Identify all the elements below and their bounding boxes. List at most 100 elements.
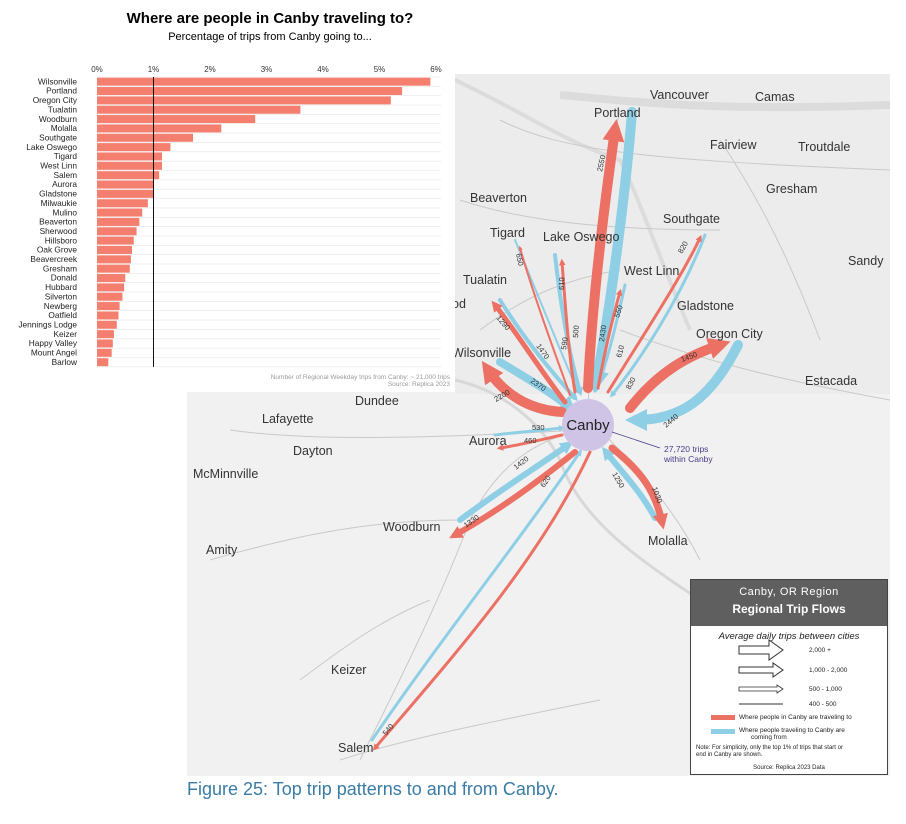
bar bbox=[97, 77, 431, 86]
place-label: Wilsonville bbox=[452, 346, 511, 360]
bar bbox=[97, 320, 117, 329]
bar bbox=[97, 255, 131, 264]
within-trips-label: within Canby bbox=[663, 454, 713, 464]
bar bbox=[97, 330, 114, 339]
flow-to-woodburn bbox=[449, 449, 578, 539]
flow-to-molalla bbox=[608, 444, 668, 530]
flow-to-southgate bbox=[606, 235, 702, 394]
bar bbox=[97, 264, 130, 273]
flow-from-lake-oswego bbox=[553, 253, 584, 397]
category-label: Newberg bbox=[44, 301, 78, 311]
legend-header: Canby, OR Region Regional Trip Flows bbox=[691, 580, 887, 626]
place-label: Tualatin bbox=[463, 273, 507, 287]
flow-value: 590 bbox=[559, 337, 570, 351]
legend-size-label: 400 - 500 bbox=[809, 701, 837, 708]
place-labels: Vancouver Camas Portland Fairview Troutd… bbox=[193, 88, 884, 755]
flow-from-woodburn bbox=[457, 441, 574, 523]
bar bbox=[97, 124, 222, 133]
legend-source: Source: Replica 2023 Data bbox=[753, 765, 825, 771]
x-tick-label: 3% bbox=[261, 65, 273, 74]
category-label: Milwaukie bbox=[41, 198, 78, 208]
category-label: Southgate bbox=[39, 132, 77, 142]
category-label: Mulino bbox=[53, 207, 78, 217]
map-legend: Canby, OR Region Regional Trip Flows Ave… bbox=[690, 579, 888, 775]
category-label: Aurora bbox=[52, 179, 77, 189]
legend-swatch-from bbox=[711, 729, 735, 734]
chart-subtitle: Percentage of trips from Canby going to.… bbox=[168, 31, 372, 43]
outbound-flows bbox=[372, 119, 731, 751]
category-label: Mount Angel bbox=[31, 348, 77, 358]
place-label: Estacada bbox=[805, 374, 857, 388]
legend-size-label: 500 - 1,000 bbox=[809, 686, 842, 693]
category-label: Portland bbox=[46, 86, 77, 96]
place-label: West Linn bbox=[624, 264, 679, 278]
bar bbox=[97, 87, 403, 96]
category-label: Hillsboro bbox=[45, 235, 78, 245]
flow-value: 610 bbox=[557, 277, 566, 290]
bar bbox=[97, 217, 140, 226]
category-label: Happy Valley bbox=[29, 338, 78, 348]
chart-title: Where are people in Canby traveling to? bbox=[126, 10, 414, 27]
place-label: Fairview bbox=[710, 138, 758, 152]
legend-from-line: coming from bbox=[751, 734, 787, 741]
flow-value: 610 bbox=[614, 344, 626, 358]
flow-from-southgate bbox=[609, 233, 707, 398]
canby-label: Canby bbox=[566, 417, 610, 434]
legend-size-label: 2,000 + bbox=[809, 647, 831, 654]
bar bbox=[97, 227, 137, 236]
bar bbox=[97, 245, 133, 254]
place-label: Salem bbox=[338, 741, 373, 755]
bar bbox=[97, 311, 119, 320]
flow-to-portland bbox=[583, 119, 625, 393]
place-label: Troutdale bbox=[798, 140, 850, 154]
flow-value: 500 bbox=[571, 325, 581, 338]
category-label: Keizer bbox=[53, 329, 77, 339]
bar bbox=[97, 274, 126, 283]
place-label: Dayton bbox=[293, 444, 333, 458]
canby-node bbox=[562, 399, 614, 451]
category-label: Oak Grove bbox=[37, 245, 78, 255]
x-tick-label: 5% bbox=[374, 65, 386, 74]
bar bbox=[97, 358, 109, 367]
bar bbox=[97, 115, 256, 124]
bar bbox=[97, 161, 162, 170]
flow-to-lake-oswego bbox=[558, 258, 577, 394]
category-label: Jennings Lodge bbox=[18, 319, 77, 329]
category-label: West Linn bbox=[40, 161, 77, 171]
legend-title: Canby, OR Region bbox=[739, 586, 839, 598]
place-label: Woodburn bbox=[383, 520, 440, 534]
legend-size-label: 1,000 - 2,000 bbox=[809, 667, 848, 674]
category-label: Tigard bbox=[54, 151, 78, 161]
place-label: Vancouver bbox=[650, 88, 709, 102]
place-label: McMinnville bbox=[193, 467, 258, 481]
legend-swatch-to bbox=[711, 715, 735, 720]
category-label: Woodburn bbox=[39, 114, 78, 124]
bar bbox=[97, 348, 112, 357]
place-label: Tigard bbox=[490, 226, 525, 240]
category-label: Gladstone bbox=[39, 189, 77, 199]
category-label: Beaverton bbox=[39, 217, 77, 227]
category-label: Salem bbox=[53, 170, 77, 180]
flow-to-west-linn bbox=[596, 288, 623, 390]
bar bbox=[97, 180, 154, 189]
bar bbox=[97, 339, 113, 348]
place-label: od bbox=[452, 297, 466, 311]
flow-from-aurora bbox=[493, 425, 566, 437]
x-tick-label: 1% bbox=[148, 65, 160, 74]
bar bbox=[97, 302, 120, 311]
place-label: Portland bbox=[594, 106, 641, 120]
arrow-icon bbox=[738, 684, 784, 694]
category-label: Molalla bbox=[51, 123, 78, 133]
category-label: Wilsonville bbox=[38, 76, 78, 86]
category-label: Sherwood bbox=[40, 226, 78, 236]
river bbox=[454, 378, 701, 602]
chart-footnote-line: Source: Replica 2023 bbox=[387, 381, 450, 388]
flow-value: 2550 bbox=[595, 154, 607, 172]
bar bbox=[97, 105, 301, 114]
river bbox=[559, 91, 891, 112]
x-tick-label: 0% bbox=[91, 65, 103, 74]
place-label: Molalla bbox=[648, 534, 688, 548]
chart-footnote: Number of Regional Weekday trips from Ca… bbox=[150, 374, 450, 388]
flow-value: 460 bbox=[524, 436, 537, 445]
bar bbox=[97, 292, 123, 301]
